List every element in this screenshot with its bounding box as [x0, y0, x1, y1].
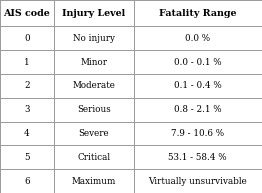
Text: Minor: Minor	[80, 58, 107, 67]
Text: Fatality Range: Fatality Range	[159, 9, 237, 18]
Text: Injury Level: Injury Level	[62, 9, 125, 18]
Text: 4: 4	[24, 129, 30, 138]
Text: 1: 1	[24, 58, 30, 67]
Text: Maximum: Maximum	[72, 177, 116, 186]
Text: Moderate: Moderate	[72, 81, 115, 91]
Text: No injury: No injury	[73, 34, 115, 43]
Text: 5: 5	[24, 153, 30, 162]
Text: 6: 6	[24, 177, 30, 186]
Text: 0.0 - 0.1 %: 0.0 - 0.1 %	[174, 58, 222, 67]
Text: AIS code: AIS code	[3, 9, 50, 18]
Text: Serious: Serious	[77, 105, 111, 114]
Text: Virtually unsurvivable: Virtually unsurvivable	[149, 177, 247, 186]
Text: 3: 3	[24, 105, 30, 114]
Text: 0.8 - 2.1 %: 0.8 - 2.1 %	[174, 105, 222, 114]
Text: 53.1 - 58.4 %: 53.1 - 58.4 %	[168, 153, 227, 162]
Text: 2: 2	[24, 81, 30, 91]
Text: 0.1 - 0.4 %: 0.1 - 0.4 %	[174, 81, 222, 91]
Text: 7.9 - 10.6 %: 7.9 - 10.6 %	[171, 129, 224, 138]
Text: Critical: Critical	[77, 153, 110, 162]
Text: Severe: Severe	[78, 129, 109, 138]
Text: 0.0 %: 0.0 %	[185, 34, 210, 43]
Text: 0: 0	[24, 34, 30, 43]
